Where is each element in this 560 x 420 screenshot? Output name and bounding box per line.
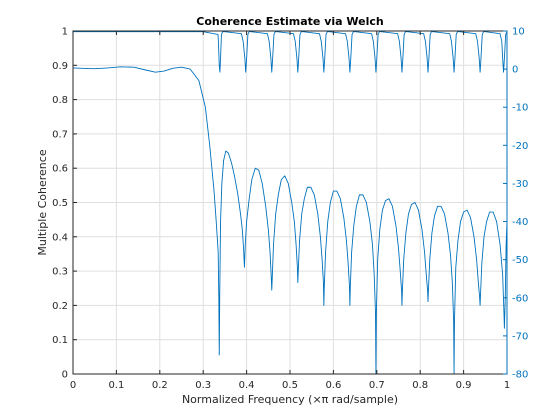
y-tick-label-left: 0.4: [52, 232, 68, 243]
y-tick-label-left: 1: [62, 27, 68, 38]
chart-title: Coherence Estimate via Welch: [196, 15, 384, 28]
y-tick-label-left: 0.8: [52, 95, 68, 106]
series-line-left-axis: [73, 31, 508, 73]
y-tick-label-right: -70: [512, 331, 528, 342]
y-tick-label-left: 0.2: [52, 301, 68, 312]
y-tick-label-right: -20: [512, 141, 528, 152]
y-tick-label-right: -50: [512, 255, 528, 266]
grid-lines: [72, 30, 508, 375]
y-tick-label-right: 0: [512, 65, 518, 76]
y-axis-label-left: Multiple Coherence: [36, 149, 49, 255]
x-tick-label: 0: [70, 380, 76, 391]
x-tick-label: 0.6: [325, 380, 341, 391]
x-tick-label: 0.5: [282, 380, 298, 391]
y-tick-label-left: 0.6: [52, 164, 68, 175]
y-tick-label-right: -60: [512, 293, 528, 304]
x-tick-label: 0.8: [412, 380, 428, 391]
y-tick-label-left: 0: [62, 370, 68, 381]
x-tick-label: 0.4: [239, 380, 255, 391]
x-tick-label: 1: [504, 380, 510, 391]
ticks: 0 0.1 0.2 0.3 0.4 0.5 0.6 0.7 0.8 0.9 100.10.20.30…: [52, 27, 528, 392]
y-tick-label-left: 0.7: [52, 129, 68, 140]
y-tick-label-right: -40: [512, 217, 528, 228]
y-tick-label-left: 0.9: [52, 61, 68, 72]
y-tick-label-left: 0.3: [52, 267, 68, 278]
y-tick-label-right: -10: [512, 103, 528, 114]
series-lines: [72, 31, 508, 375]
x-tick-label: 0.7: [369, 380, 385, 391]
y-tick-label-left: 0.5: [52, 198, 68, 209]
x-tick-label: 0.3: [195, 380, 211, 391]
series-line-right-axis: [72, 66, 508, 375]
y-tick-label-left: 0.1: [52, 335, 68, 346]
x-tick-label: 0.2: [152, 380, 168, 391]
x-tick-label: 0.9: [456, 380, 472, 391]
y-tick-label-right: -80: [512, 370, 528, 381]
x-tick-label: 0.1: [108, 380, 124, 391]
x-axis-label: Normalized Frequency (×π rad/sample): [182, 393, 398, 406]
y-tick-label-right: -30: [512, 179, 528, 190]
y-tick-label-right: 10: [512, 27, 525, 38]
